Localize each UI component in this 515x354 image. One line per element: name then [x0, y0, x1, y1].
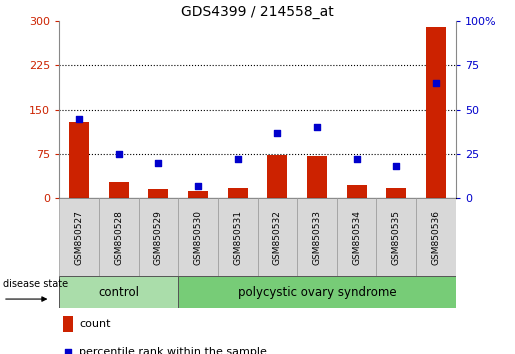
Bar	[178, 276, 456, 308]
Bar	[376, 198, 416, 276]
Point	[313, 125, 321, 130]
Point	[432, 80, 440, 86]
Bar	[69, 121, 89, 198]
Bar	[178, 198, 218, 276]
Point	[273, 130, 281, 136]
Bar	[267, 155, 287, 198]
Text: polycystic ovary syndrome: polycystic ovary syndrome	[237, 286, 397, 298]
Text: GSM850534: GSM850534	[352, 210, 361, 265]
Point	[114, 151, 123, 157]
Bar	[63, 316, 73, 332]
Bar	[347, 185, 367, 198]
Text: GSM850530: GSM850530	[194, 210, 202, 265]
Bar	[386, 188, 406, 198]
Bar	[148, 189, 168, 198]
Text: GSM850527: GSM850527	[75, 210, 83, 265]
Text: GSM850535: GSM850535	[392, 210, 401, 265]
Text: control: control	[98, 286, 139, 298]
Point	[75, 116, 83, 121]
Bar	[139, 198, 178, 276]
Bar	[337, 198, 376, 276]
Bar	[228, 188, 248, 198]
Bar	[258, 198, 297, 276]
Title: GDS4399 / 214558_at: GDS4399 / 214558_at	[181, 5, 334, 19]
Text: GSM850533: GSM850533	[313, 210, 321, 265]
Text: GSM850528: GSM850528	[114, 210, 123, 265]
Text: count: count	[79, 319, 111, 329]
Text: GSM850529: GSM850529	[154, 210, 163, 265]
Point	[64, 349, 72, 354]
Text: GSM850532: GSM850532	[273, 210, 282, 265]
Bar	[99, 198, 139, 276]
Point	[233, 156, 242, 162]
Point	[392, 164, 401, 169]
Bar	[59, 198, 99, 276]
Text: GSM850531: GSM850531	[233, 210, 242, 265]
Text: GSM850536: GSM850536	[432, 210, 440, 265]
Point	[352, 156, 360, 162]
Bar	[109, 182, 129, 198]
Bar	[297, 198, 337, 276]
Bar	[188, 190, 208, 198]
Text: disease state: disease state	[3, 279, 68, 289]
Bar	[218, 198, 258, 276]
Bar	[59, 276, 178, 308]
Bar	[416, 198, 456, 276]
Bar	[307, 156, 327, 198]
Bar	[426, 27, 446, 198]
Point	[194, 183, 202, 189]
Point	[154, 160, 162, 166]
Text: percentile rank within the sample: percentile rank within the sample	[79, 347, 267, 354]
